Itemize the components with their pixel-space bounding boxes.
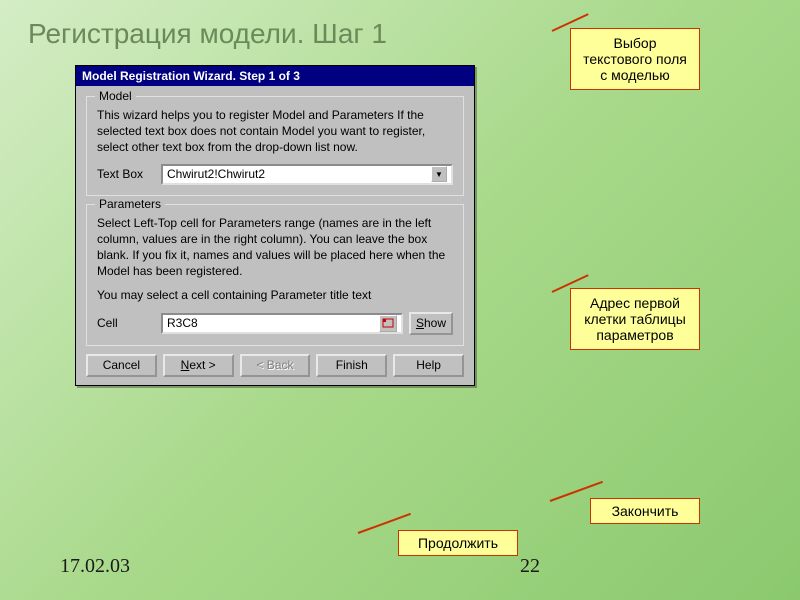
callout-textbox: Выбор текстового поля с моделью [570, 28, 700, 90]
page-number: 22 [520, 555, 540, 578]
dropdown-icon[interactable]: ▼ [431, 166, 447, 182]
cancel-button[interactable]: Cancel [86, 354, 157, 377]
cell-value: R3C8 [167, 316, 198, 330]
model-help-text: This wizard helps you to register Model … [97, 107, 453, 156]
parameters-help-text2: You may select a cell containing Paramet… [97, 287, 453, 303]
next-button[interactable]: Next > [163, 354, 234, 377]
model-fieldset: Model This wizard helps you to register … [86, 96, 464, 196]
textbox-combo[interactable]: Chwirut2!Chwirut2 ▼ [161, 164, 453, 185]
finish-button[interactable]: Finish [316, 354, 387, 377]
parameters-help-text: Select Left-Top cell for Parameters rang… [97, 215, 453, 280]
slide-date: 17.02.03 [60, 555, 130, 578]
parameters-legend: Parameters [95, 197, 165, 211]
callout-finish: Закончить [590, 498, 700, 524]
textbox-value: Chwirut2!Chwirut2 [167, 167, 265, 181]
parameters-fieldset: Parameters Select Left-Top cell for Para… [86, 204, 464, 346]
callout-next: Продолжить [398, 530, 518, 556]
back-button: < Back [240, 354, 311, 377]
textbox-label: Text Box [97, 167, 155, 181]
callout-cell: Адрес первой клетки таблицы параметров [570, 288, 700, 350]
cell-label: Cell [97, 316, 155, 330]
slide-title: Регистрация модели. Шаг 1 [28, 18, 387, 50]
wizard-dialog: Model Registration Wizard. Step 1 of 3 M… [75, 65, 475, 386]
help-button[interactable]: Help [393, 354, 464, 377]
dialog-titlebar: Model Registration Wizard. Step 1 of 3 [76, 66, 474, 86]
show-label-rest: how [424, 316, 446, 330]
dialog-button-row: Cancel Next > < Back Finish Help [86, 354, 464, 377]
cell-input[interactable]: R3C8 [161, 313, 403, 334]
model-legend: Model [95, 89, 136, 103]
show-button[interactable]: Show [409, 312, 453, 335]
dialog-body: Model This wizard helps you to register … [76, 86, 474, 385]
range-picker-icon[interactable] [379, 315, 397, 332]
